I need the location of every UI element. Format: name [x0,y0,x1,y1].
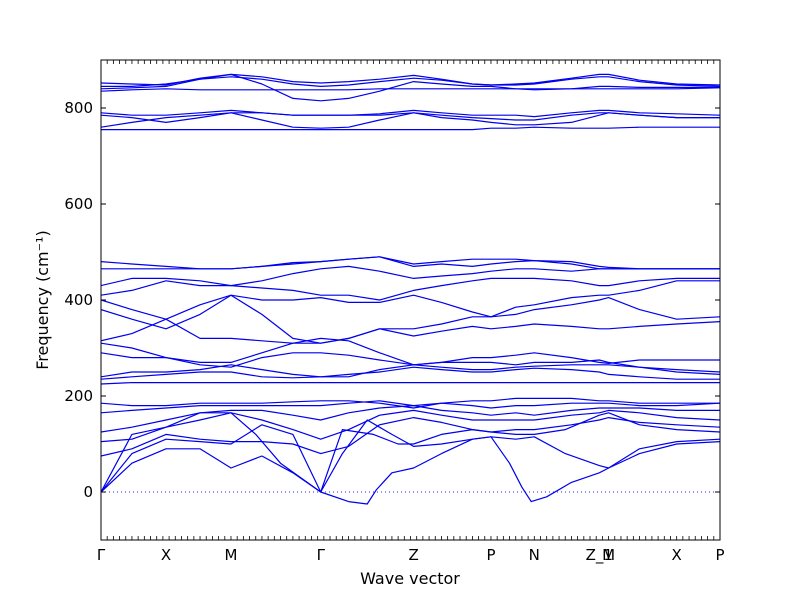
band-line-5 [101,409,720,443]
x-tick-label-9: X [672,546,682,564]
x-tick-label-5: P [486,546,495,564]
band-line-9 [101,382,720,385]
y-tick-label-400: 400 [64,291,93,309]
band-line-27 [101,76,720,87]
x-tick-label-8: M [602,546,615,564]
x-tick-label-2: M [225,546,238,564]
band-line-10 [101,366,720,380]
band-line-4 [101,417,720,457]
y-tick-label-0: 0 [83,483,93,501]
x-axis-label: Wave vector [360,569,460,588]
band-line-8 [101,397,720,409]
x-tick-label-7: Z_1 [586,546,613,565]
y-axis-label: Frequency (cm⁻¹) [33,230,52,369]
band-line-22 [101,112,720,129]
band-line-15 [101,294,720,344]
band-line-2 [101,419,720,493]
y-tick-label-200: 200 [64,387,93,405]
band-line-28 [101,73,720,86]
series-group [101,73,720,505]
band-line-3 [101,412,720,493]
y-tick-label-800: 800 [64,99,93,117]
x-ticks: Γ X M Γ Z P N Z_1M X P [97,60,725,565]
band-line-13 [101,337,720,375]
band-line-16 [101,280,720,320]
band-line-20 [101,256,720,270]
y-tick-label-600: 600 [64,195,93,213]
band-line-7 [101,400,720,414]
band-line-23 [101,112,720,123]
x-tick-label-0: Γ [97,546,106,564]
band-line-21 [101,126,720,131]
y-ticks: 0 200 400 600 800 [64,99,720,501]
band-line-11 [101,364,720,378]
x-tick-label-3: Γ [317,546,326,564]
x-tick-label-1: X [161,546,171,564]
band-line-24 [101,109,720,118]
band-line-6 [101,405,720,433]
band-line-1 [101,436,720,505]
x-tick-label-4: Z [408,546,418,564]
band-line-14 [101,318,720,344]
plot-frame [100,59,721,541]
x-tick-label-6: N [529,546,540,564]
band-line-25 [101,87,720,92]
band-line-17 [101,277,720,301]
x-tick-label-10: P [715,546,724,564]
